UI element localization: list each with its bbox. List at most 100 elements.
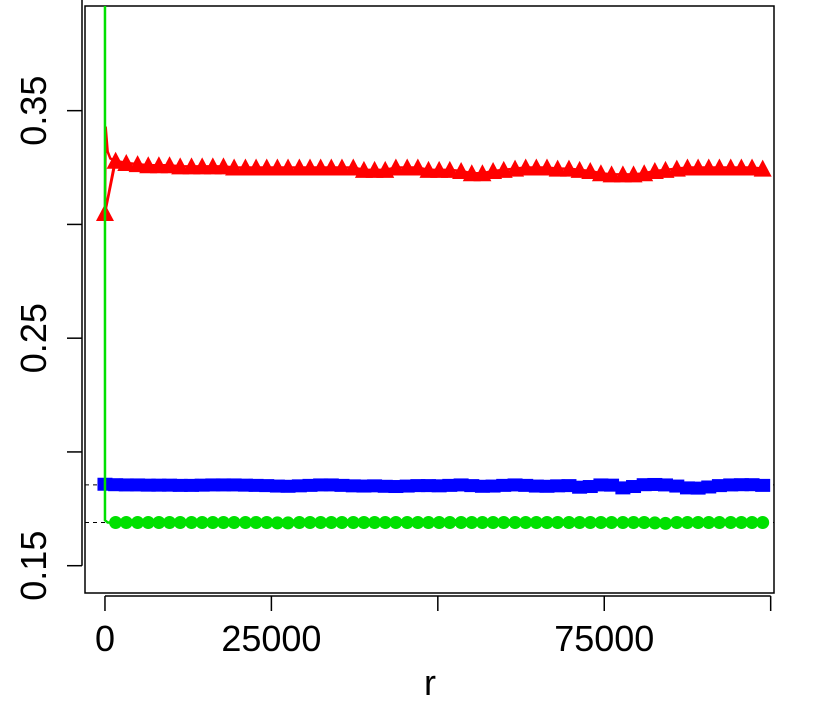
data-point-circle [400, 515, 414, 529]
data-point-triangle [753, 159, 772, 177]
series-triangle [95, 126, 772, 222]
data-point-circle [691, 515, 705, 529]
data-point-circle [109, 515, 123, 529]
data-point-circle [173, 515, 187, 529]
data-point-square [657, 478, 673, 492]
data-point-circle [627, 515, 641, 529]
data-point-circle [529, 515, 543, 529]
data-point-circle [497, 515, 511, 529]
data-point-circle [270, 516, 284, 530]
series-line [103, 6, 763, 525]
data-point-circle [324, 515, 338, 529]
data-point-circle [368, 515, 382, 529]
data-point-circle [163, 515, 177, 529]
data-point-triangle [160, 156, 179, 174]
data-point-circle [594, 515, 608, 529]
data-point-square [550, 479, 566, 493]
data-point-square [280, 479, 296, 493]
series-layer [95, 6, 772, 530]
data-point-circle [745, 515, 759, 529]
data-point-circle [303, 515, 317, 529]
x-tick-label: 75000 [554, 618, 654, 659]
series-square [97, 477, 771, 495]
data-point-circle [227, 515, 241, 529]
data-point-triangle [171, 157, 190, 175]
data-point-circle [314, 515, 328, 529]
data-point-triangle [106, 151, 125, 169]
data-point-circle [389, 515, 403, 529]
data-point-circle [605, 515, 619, 529]
data-point-triangle [581, 161, 600, 179]
data-point-circle [206, 515, 220, 529]
data-point-circle [551, 515, 565, 529]
data-point-triangle [344, 158, 363, 176]
data-point-circle [756, 515, 770, 529]
data-point-circle [378, 515, 392, 529]
data-point-circle [119, 515, 133, 529]
data-point-circle [195, 515, 209, 529]
data-point-square [118, 478, 134, 492]
data-point-circle [712, 515, 726, 529]
data-point-circle [658, 516, 672, 530]
data-point-circle [346, 515, 360, 529]
data-point-circle [141, 515, 155, 529]
data-point-triangle [548, 159, 567, 177]
data-point-triangle [710, 158, 729, 176]
data-point-square [226, 478, 242, 492]
data-point-triangle [225, 158, 244, 176]
series-circle [103, 6, 770, 530]
y-tick-label: 0.15 [13, 531, 54, 601]
data-point-triangle [602, 165, 621, 183]
y-axis: 0.15 0.25 0.35 [13, 0, 83, 601]
y-tick-label: 0.25 [13, 303, 54, 373]
data-point-circle [422, 515, 436, 529]
data-point-triangle [743, 158, 762, 176]
data-point-circle [540, 515, 554, 529]
data-point-circle [443, 515, 457, 529]
x-axis-title: r [424, 662, 436, 703]
data-point-circle [292, 515, 306, 529]
data-point-circle [260, 515, 274, 529]
data-point-square [388, 480, 404, 494]
data-point-circle [475, 515, 489, 529]
data-point-triangle [279, 158, 298, 176]
data-point-circle [508, 515, 522, 529]
data-point-circle [702, 515, 716, 529]
data-point-square [334, 478, 350, 492]
data-point-triangle [537, 158, 556, 176]
data-point-circle [432, 515, 446, 529]
data-point-square [755, 478, 771, 492]
data-point-circle [573, 515, 587, 529]
data-point-square [172, 478, 188, 492]
plot-frame [84, 5, 775, 594]
data-point-square [496, 478, 512, 492]
data-point-circle [724, 515, 738, 529]
x-tick-label: 0 [95, 618, 115, 659]
data-point-triangle [559, 159, 578, 177]
x-axis: 0 25000 75000 [95, 595, 772, 659]
data-point-circle [648, 516, 662, 530]
data-point-circle [486, 515, 500, 529]
data-point-circle [583, 515, 597, 529]
data-point-circle [670, 515, 684, 529]
data-point-circle [465, 515, 479, 529]
data-point-triangle [408, 158, 427, 176]
data-point-circle [357, 515, 371, 529]
data-point-triangle [591, 164, 610, 182]
data-point-triangle [440, 160, 459, 178]
data-point-circle [335, 515, 349, 529]
data-point-circle [734, 515, 748, 529]
data-point-square [711, 479, 727, 493]
data-point-circle [131, 515, 145, 529]
data-point-circle [680, 515, 694, 529]
data-point-circle [562, 515, 576, 529]
data-point-circle [216, 515, 230, 529]
data-point-circle [152, 515, 166, 529]
data-point-square [604, 478, 620, 492]
data-point-triangle [214, 157, 233, 175]
y-tick-label: 0.35 [13, 76, 54, 146]
data-point-triangle [332, 158, 351, 176]
data-point-circle [411, 515, 425, 529]
data-point-circle [519, 515, 533, 529]
